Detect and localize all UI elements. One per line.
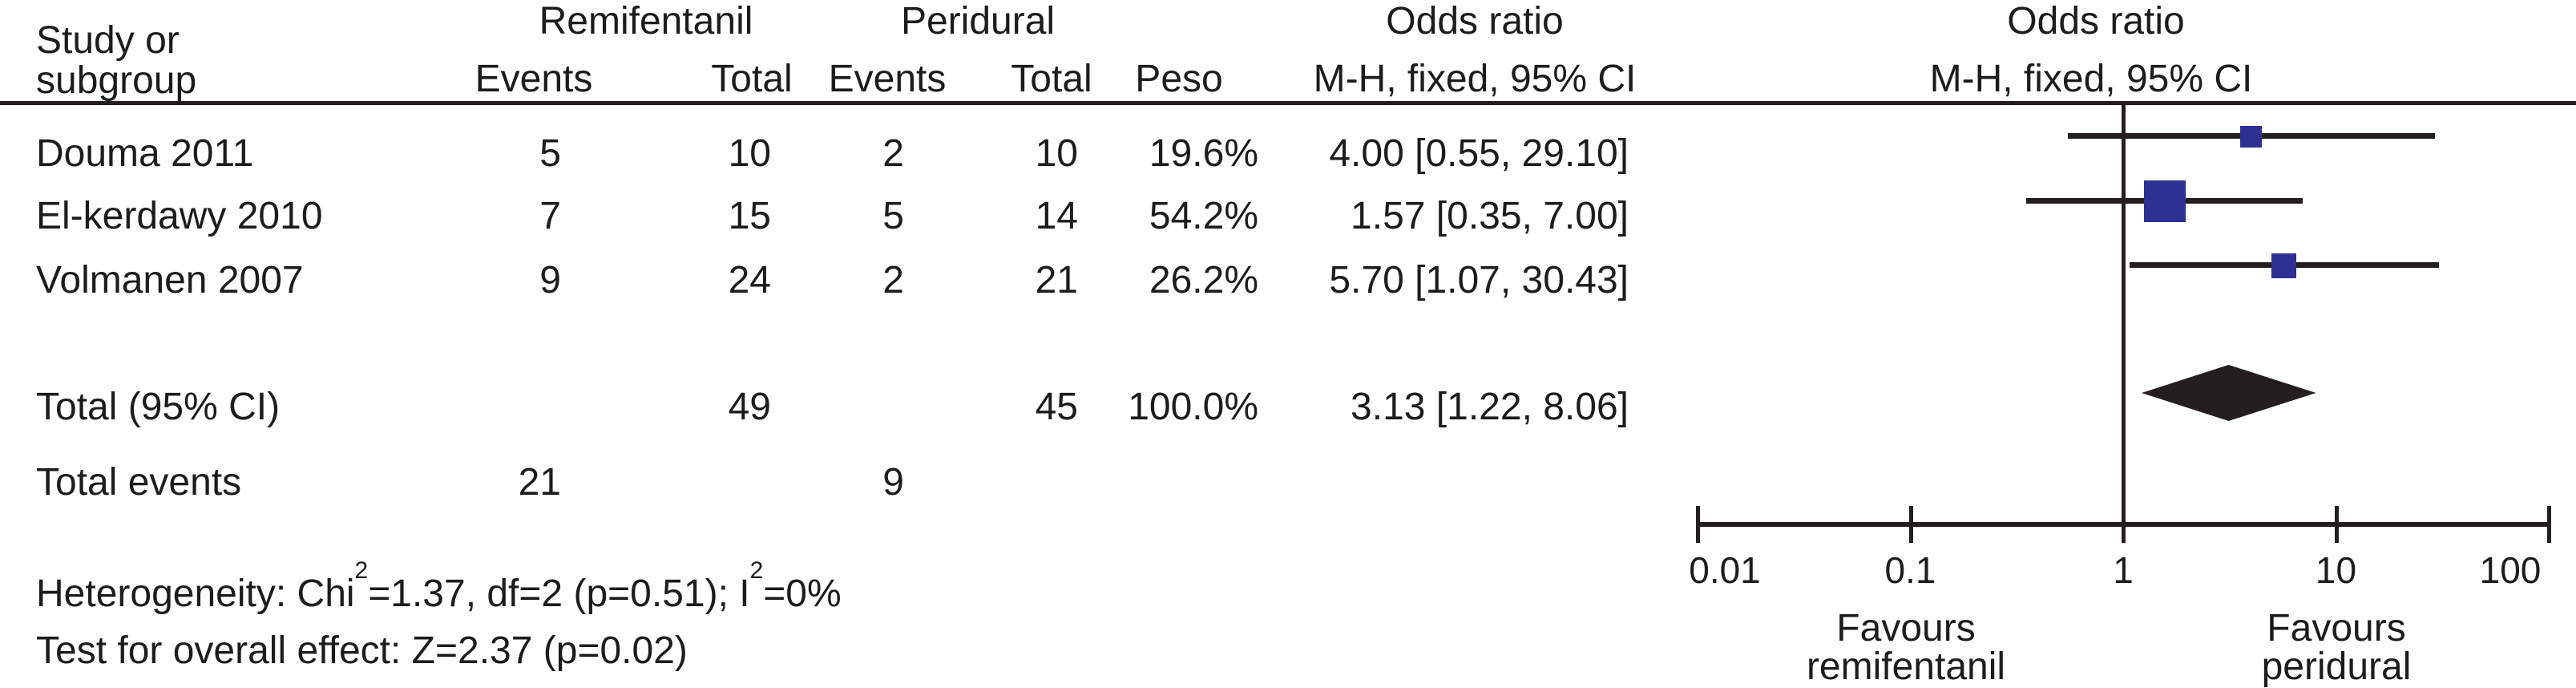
total-weight-value: 100.0% xyxy=(1128,386,1258,428)
total-total-peridural: 45 xyxy=(1035,386,1078,428)
study-total-remifentanil: 15 xyxy=(728,195,771,237)
null-effect-line xyxy=(2122,105,2126,524)
study-events-remifentanil: 5 xyxy=(539,132,561,175)
study-total-remifentanil: 24 xyxy=(728,259,771,302)
overall-effect-note: Test for overall effect: Z=2.37 (p=0.02) xyxy=(36,629,688,672)
col-header-events-peridural: Events xyxy=(828,58,947,100)
total-events-peridural-value: 9 xyxy=(882,461,904,504)
study-events-remifentanil: 9 xyxy=(539,259,561,302)
axis-tick-label: 1 xyxy=(2113,549,2134,591)
favours-right-label: Favours peridural xyxy=(2262,609,2412,686)
axis-tick-label: 0.01 xyxy=(1689,549,1761,591)
header-divider-line xyxy=(0,101,2576,105)
i-squared-superscript: 2 xyxy=(749,557,764,584)
total-or-ci-value: 3.13 [1.22, 8.06] xyxy=(1351,386,1629,428)
col-header-odds-ratio-table: Odds ratio xyxy=(1386,0,1564,42)
study-weight-value: 26.2% xyxy=(1149,259,1258,302)
summary-diamond xyxy=(2141,365,2316,421)
axis-tick xyxy=(2122,506,2126,543)
study-row-label: Douma 2011 xyxy=(36,132,254,175)
col-header-total-remifentanil: Total xyxy=(711,58,793,100)
favours-right-line1: Favours xyxy=(2267,607,2406,650)
study-events-peridural: 2 xyxy=(882,132,904,175)
study-or-ci-value: 4.00 [0.55, 29.10] xyxy=(1329,132,1629,175)
favours-left-line2: remifentanil xyxy=(1806,646,2006,688)
favours-left-line1: Favours xyxy=(1836,607,1976,650)
favours-left-label: Favours remifentanil xyxy=(1807,609,2005,686)
study-total-peridural: 21 xyxy=(1035,259,1078,302)
study-or-ci-value: 5.70 [1.07, 30.43] xyxy=(1329,259,1629,302)
study-weight-value: 54.2% xyxy=(1149,195,1258,237)
study-total-remifentanil: 10 xyxy=(728,132,771,175)
weight-square xyxy=(2271,253,2297,278)
axis-tick-label: 0.1 xyxy=(1884,549,1936,591)
col-header-weight: Peso xyxy=(1135,58,1223,100)
study-or-ci-value: 1.57 [0.35, 7.00] xyxy=(1351,195,1629,237)
weight-square xyxy=(2240,125,2263,148)
col-header-mh-fixed-ci-plot: M-H, fixed, 95% CI xyxy=(1929,58,2253,100)
total-total-remifentanil: 49 xyxy=(728,386,771,428)
col-header-total-peridural: Total xyxy=(1011,58,1092,100)
col-header-mh-fixed-ci-table: M-H, fixed, 95% CI xyxy=(1313,58,1637,100)
col-header-study-line1: Study or xyxy=(36,19,180,62)
study-total-peridural: 10 xyxy=(1035,132,1078,175)
study-row-label: Volmanen 2007 xyxy=(36,259,304,302)
heterogeneity-note: Heterogeneity: Chi2=1.37, df=2 (p=0.51);… xyxy=(36,559,842,615)
study-total-peridural: 14 xyxy=(1035,195,1078,237)
chi-squared-superscript: 2 xyxy=(354,557,369,584)
col-header-peridural-group: Peridural xyxy=(900,0,1056,42)
heterogeneity-text-part: Heterogeneity: Chi xyxy=(36,573,355,615)
study-weight-value: 19.6% xyxy=(1149,132,1258,175)
axis-tick-label: 10 xyxy=(2315,549,2357,591)
study-row-label: El-kerdawy 2010 xyxy=(36,195,323,237)
col-header-remifentanil-group: Remifentanil xyxy=(539,0,753,42)
axis-tick-label: 100 xyxy=(2479,549,2542,591)
study-events-peridural: 5 xyxy=(882,195,904,237)
axis-tick xyxy=(2547,506,2551,543)
heterogeneity-text-part: =1.37, df=2 (p=0.51); I xyxy=(368,573,750,615)
weight-square xyxy=(2144,180,2186,222)
col-header-study: Study or subgroup xyxy=(36,21,196,101)
study-events-peridural: 2 xyxy=(882,259,904,302)
total-events-label: Total events xyxy=(36,461,242,504)
axis-tick xyxy=(1908,506,1913,543)
col-header-odds-ratio-plot: Odds ratio xyxy=(2007,0,2185,42)
study-events-remifentanil: 7 xyxy=(539,195,561,237)
axis-tick xyxy=(1696,506,1700,543)
total-events-remifentanil-value: 21 xyxy=(518,461,561,504)
col-header-events-remifentanil: Events xyxy=(474,58,593,100)
heterogeneity-text-part: =0% xyxy=(763,573,842,615)
col-header-study-line2: subgroup xyxy=(36,59,197,102)
axis-tick xyxy=(2334,506,2339,543)
total-row-label: Total (95% CI) xyxy=(36,386,281,428)
favours-right-line2: peridural xyxy=(2261,646,2412,688)
